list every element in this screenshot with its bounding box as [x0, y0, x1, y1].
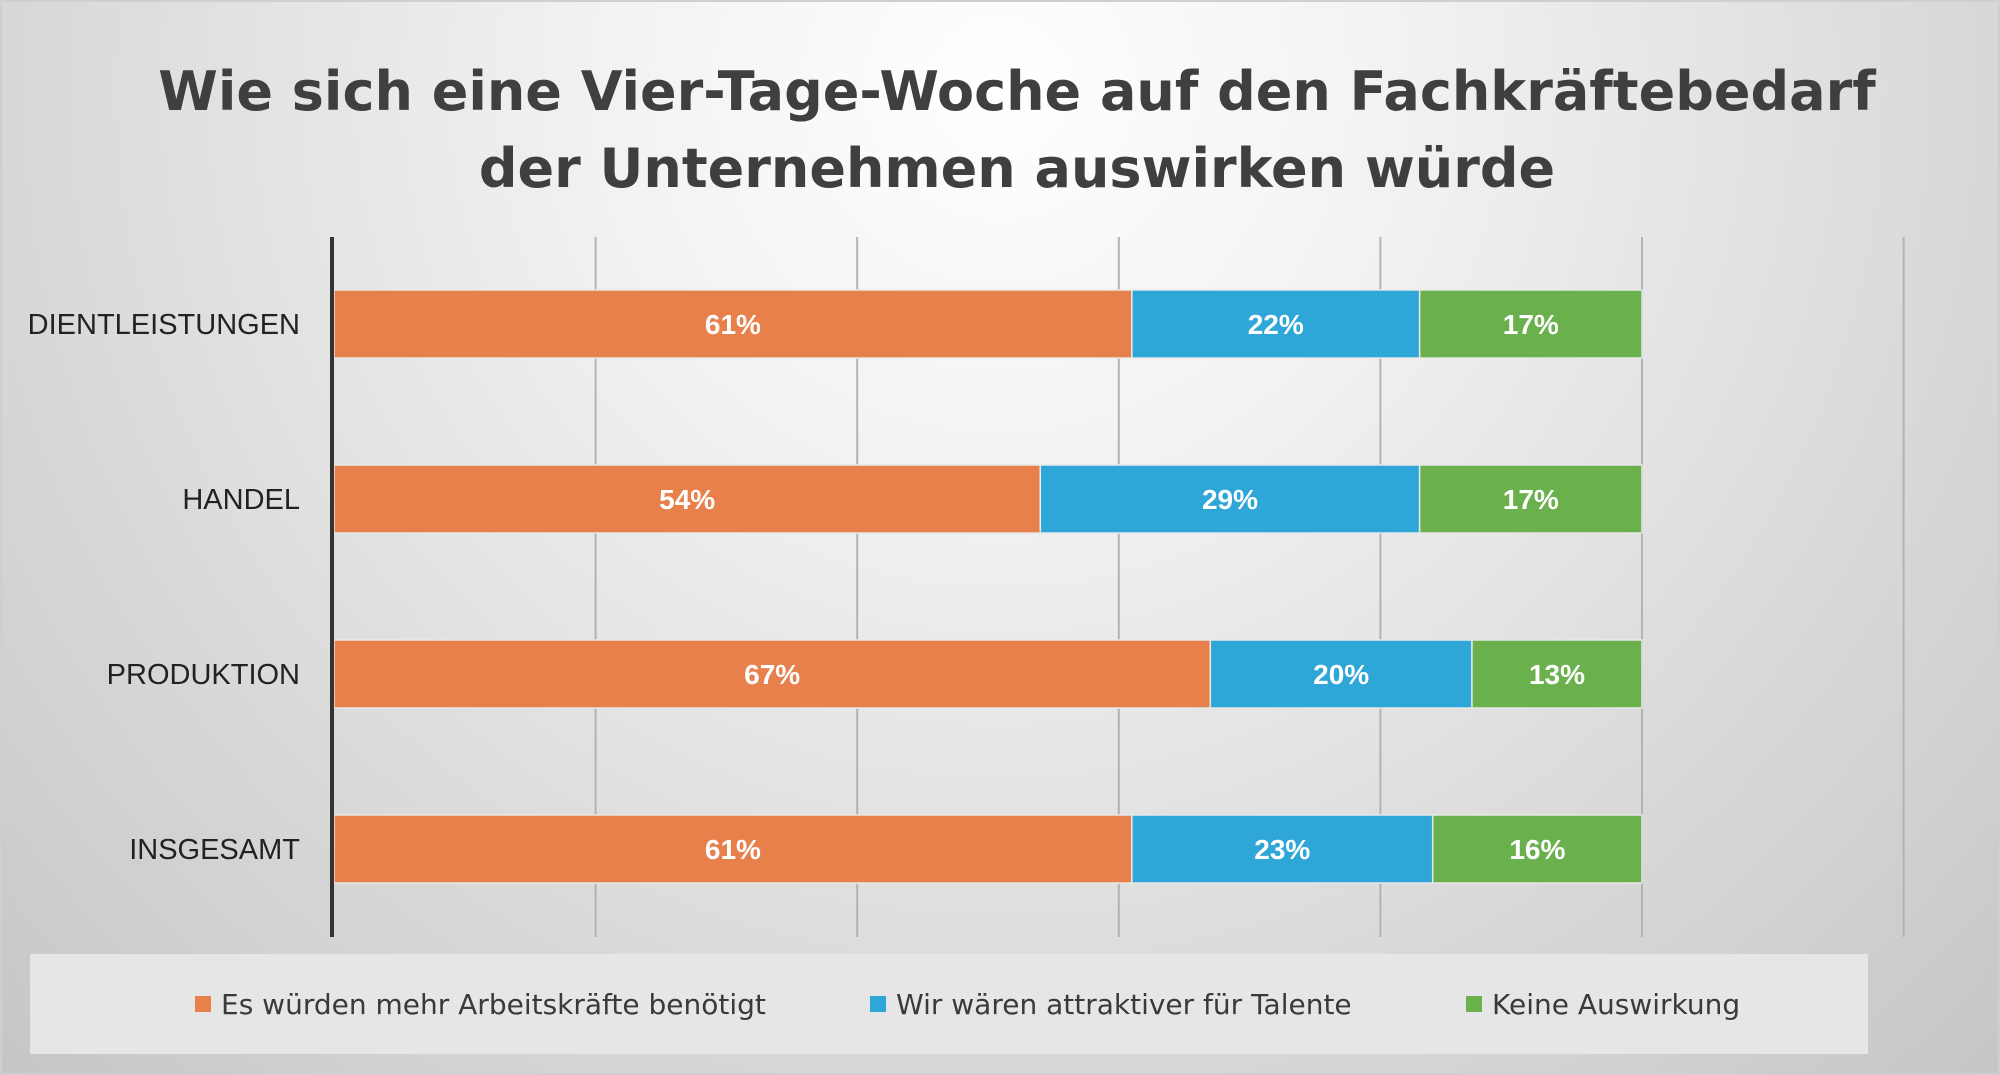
category-label-3: PRODUKTION	[107, 659, 300, 691]
legend-item-3: Keine Auswirkung	[1466, 988, 1740, 1021]
category-axis-labels: DIENTLEISTUNGEN HANDEL PRODUKTION INSGESAMT	[28, 309, 301, 866]
data-label-4-series-1: 61%	[705, 834, 761, 865]
bar-3-series-3	[1471, 639, 1643, 709]
category-label-2: HANDEL	[182, 484, 300, 516]
data-label-3-series-1: 67%	[744, 659, 800, 690]
legend-swatch-3	[1466, 996, 1482, 1012]
bar-2-series-2	[1039, 464, 1421, 534]
data-label-3-series-2: 20%	[1313, 659, 1369, 690]
chart-legend: Es würden mehr Arbeitskräfte benötigt Wi…	[30, 954, 1868, 1054]
chart-title-line-1: Wie sich eine Vier-Tage-Woche auf den Fa…	[158, 60, 1876, 123]
bar-2-series-3	[1418, 464, 1643, 534]
legend-item-1: Es würden mehr Arbeitskräfte benötigt	[195, 988, 766, 1021]
bar-4-series-3	[1431, 814, 1643, 884]
legend-swatch-1	[195, 996, 211, 1012]
bar-2-series-1	[333, 464, 1042, 534]
data-label-2-series-1: 54%	[659, 484, 715, 515]
legend-label-2: Wir wären attraktiver für Talente	[896, 987, 1352, 1021]
bar-1-series-3	[1418, 289, 1643, 359]
category-label-1: DIENTLEISTUNGEN	[28, 309, 300, 341]
data-label-1-series-1: 61%	[705, 309, 761, 340]
bar-1-series-1	[333, 289, 1133, 359]
bar-4-series-2	[1131, 814, 1434, 884]
data-label-2-series-2: 29%	[1202, 484, 1258, 515]
bar-4-series-1	[333, 814, 1133, 884]
chart-title-line-2: der Unternehmen auswirken würde	[479, 137, 1555, 200]
data-label-4-series-3: 16%	[1509, 834, 1565, 865]
legend-label-3: Keine Auswirkung	[1492, 987, 1741, 1021]
data-label-3-series-3: 13%	[1529, 659, 1585, 690]
category-label-4: INSGESAMT	[129, 834, 300, 866]
bar-3-series-1	[333, 639, 1212, 709]
legend-item-2: Wir wären attraktiver für Talente	[870, 988, 1352, 1021]
data-label-1-series-3: 17%	[1503, 309, 1559, 340]
legend-swatch-2	[870, 996, 886, 1012]
data-label-2-series-3: 17%	[1503, 484, 1559, 515]
bar-3-series-2	[1209, 639, 1473, 709]
bar-series: 61% 22% 17% 54% 29% 17% 67% 20% 13% 61% 23% 16%	[333, 289, 1643, 884]
data-label-1-series-2: 22%	[1248, 309, 1304, 340]
legend-label-1: Es würden mehr Arbeitskräfte benötigt	[221, 987, 766, 1021]
data-label-4-series-2: 23%	[1254, 834, 1310, 865]
